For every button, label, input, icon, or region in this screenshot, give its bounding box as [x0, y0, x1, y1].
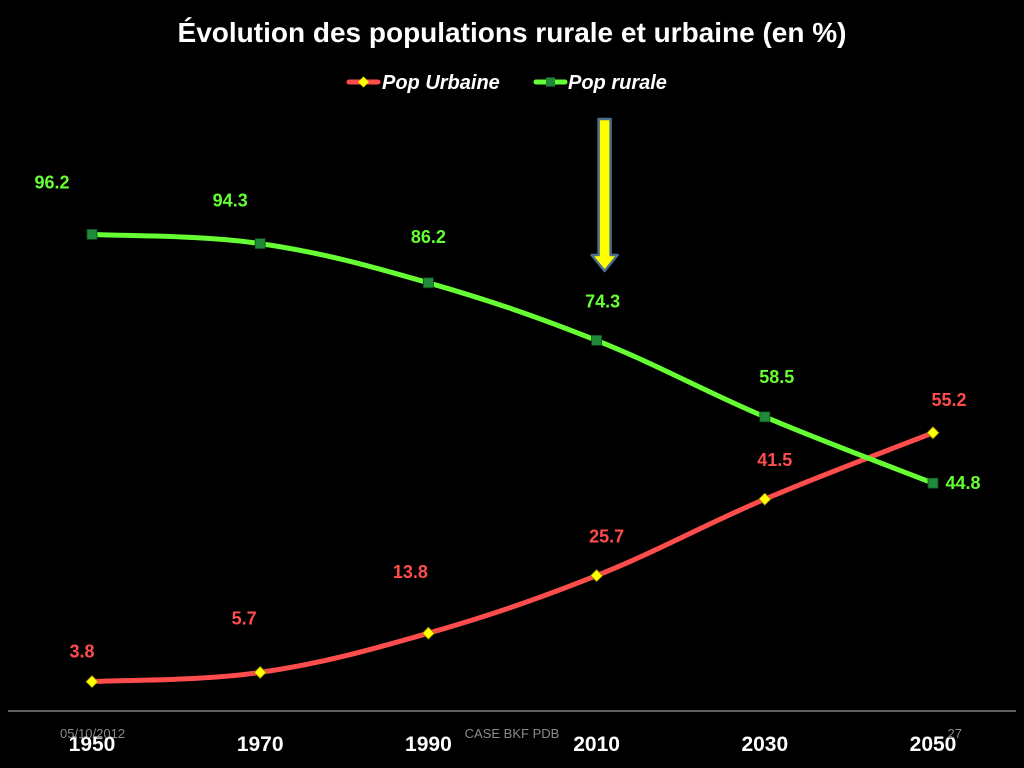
x-tick-2050: 2050	[910, 733, 957, 756]
urban-marker-1950	[85, 675, 99, 689]
legend-item-rural: Pop rurale	[533, 72, 667, 94]
rural-marker-1950	[86, 228, 98, 240]
urban-marker-2030	[758, 492, 772, 506]
legend-label: Pop rurale	[568, 72, 667, 94]
rural-marker-1970	[254, 238, 266, 249]
rural-label-2010: 74.3	[585, 291, 620, 311]
rural-label-1970: 94.3	[213, 191, 248, 211]
slide-date: 05/10/2012	[60, 726, 125, 741]
legend: Pop Urbaine Pop rurale	[346, 72, 667, 94]
rural-marker-2050	[927, 477, 939, 489]
x-tick-2030: 2030	[741, 733, 788, 756]
urban-marker-2010	[590, 569, 604, 583]
x-tick-1970: 1970	[237, 733, 284, 756]
urban-marker-1970	[253, 665, 267, 679]
series-lines	[89, 231, 936, 685]
slide-source: CASE BKF PDB	[465, 726, 560, 741]
down-arrow-icon	[590, 117, 619, 273]
rural-label-2030: 58.5	[759, 367, 794, 387]
urban-label-1950: 3.8	[69, 642, 94, 662]
x-tick-1990: 1990	[405, 733, 452, 756]
rural-line	[89, 231, 936, 486]
urban-line	[89, 430, 936, 685]
urban-label-2010: 25.7	[589, 527, 624, 547]
series-markers	[85, 228, 940, 689]
legend-item-urban: Pop Urbaine	[346, 72, 500, 94]
urban-label-2030: 41.5	[757, 450, 792, 470]
data-labels: 3.8 5.7 13.8 25.7 41.5 55.2 96.2 94.3 86.2 74.3 58…	[34, 172, 980, 661]
rural-label-1990: 86.2	[411, 227, 446, 247]
chart-title: Évolution des populations rurale et urba…	[178, 17, 847, 48]
urban-label-2050: 55.2	[931, 390, 966, 410]
urban-marker-1990	[421, 626, 435, 640]
legend-marker-square	[546, 77, 555, 87]
annotation-arrow	[590, 117, 619, 273]
rural-marker-2030	[759, 411, 771, 423]
urban-label-1970: 5.7	[232, 608, 257, 628]
rural-label-1950: 96.2	[34, 172, 69, 192]
urban-label-1990: 13.8	[393, 562, 428, 582]
urban-marker-2050	[926, 426, 940, 440]
legend-label: Pop Urbaine	[382, 72, 500, 94]
rural-marker-1990	[422, 277, 434, 289]
x-tick-1950: 1950	[69, 733, 116, 756]
rural-label-2050: 44.8	[945, 473, 980, 493]
x-tick-labels: 1950 1970 1990 2010 2030 2050	[69, 733, 957, 756]
x-tick-2010: 2010	[573, 733, 620, 756]
legend-marker-diamond	[358, 76, 369, 88]
slide-page-number: 27	[948, 726, 962, 741]
rural-marker-2010	[591, 334, 602, 346]
